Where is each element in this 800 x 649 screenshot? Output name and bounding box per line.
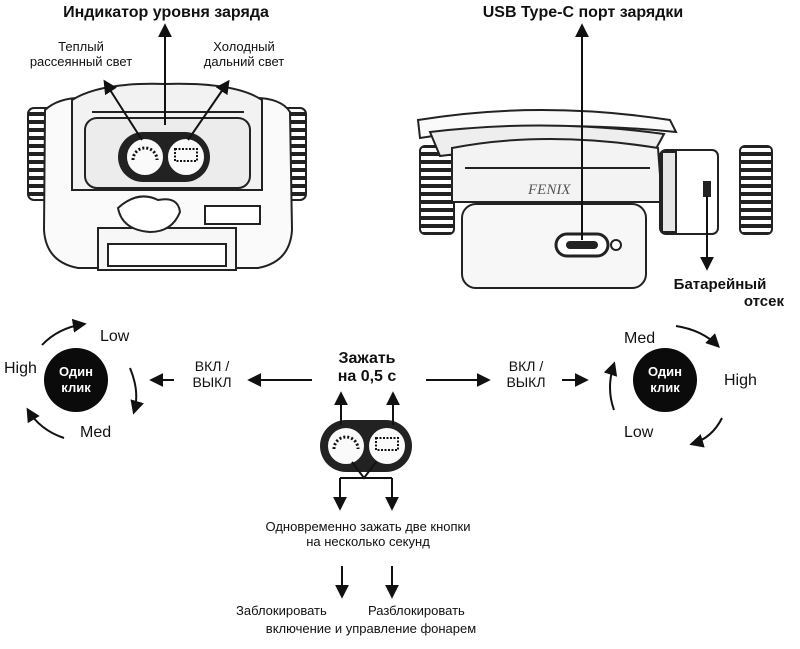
label-charge-indicator: Индикатор уровня заряда bbox=[63, 4, 269, 21]
label-cold-light-line2: дальний свет bbox=[203, 53, 285, 69]
button-pair-left bbox=[118, 132, 210, 182]
label-single-click-right: Один клик bbox=[637, 364, 693, 395]
label-warm-light-line2: рассеянный свет bbox=[29, 53, 133, 69]
label-battery-line1: Батарейный bbox=[673, 276, 767, 293]
label-med-left: Med bbox=[80, 424, 112, 441]
label-single-click-left-line2: клик bbox=[61, 379, 91, 395]
label-hold-line2: на 0,5 с bbox=[337, 368, 397, 386]
label-both-buttons-line1: Одновременно зажать две кнопки bbox=[265, 519, 471, 534]
label-cold-light-line1: Холодный bbox=[213, 39, 275, 54]
label-high-right: High bbox=[724, 372, 757, 389]
strap-wheel-side-right bbox=[739, 145, 773, 235]
label-single-click-left-line1: Один bbox=[59, 364, 93, 379]
label-med-right: Med bbox=[624, 330, 656, 347]
label-usb-port: USB Type-C порт зарядки bbox=[482, 4, 684, 21]
label-onoff-left-line1: ВКЛ / bbox=[194, 358, 230, 374]
brand-logo: FENIX bbox=[527, 182, 571, 198]
headlamp-side-view bbox=[416, 109, 773, 289]
single-click-circle-left bbox=[44, 348, 108, 412]
label-battery-line2: отсек bbox=[743, 293, 784, 311]
label-high-left: High bbox=[4, 360, 37, 377]
label-onoff-left-line2: ВЫКЛ bbox=[192, 374, 232, 391]
label-low-right: Low bbox=[624, 424, 654, 441]
label-both-buttons: Одновременно зажать две кнопки на нескол… bbox=[212, 519, 524, 550]
label-onoff-left: ВКЛ / ВЫКЛ bbox=[176, 358, 248, 390]
label-onoff-right-line1: ВКЛ / bbox=[508, 358, 544, 374]
strap-wheel-side-left bbox=[419, 145, 455, 235]
label-warm-light-line1: Теплый bbox=[58, 39, 104, 54]
label-lock: Заблокировать bbox=[236, 603, 327, 618]
label-single-click-right-line2: клик bbox=[650, 379, 680, 395]
label-low-left: Low bbox=[100, 328, 130, 345]
label-lock-description: включение и управление фонарем bbox=[265, 621, 477, 636]
button-pair-center bbox=[320, 420, 412, 472]
single-click-circle-right bbox=[633, 348, 697, 412]
label-hold: Зажать на 0,5 с bbox=[312, 350, 422, 387]
label-single-click-right-line1: Один bbox=[648, 364, 682, 379]
label-single-click-left: Один клик bbox=[48, 364, 104, 395]
label-onoff-right-line2: ВЫКЛ bbox=[506, 374, 546, 391]
label-battery: Батарейный отсек bbox=[650, 276, 790, 311]
label-unlock: Разблокировать bbox=[368, 603, 465, 618]
label-onoff-right: ВКЛ / ВЫКЛ bbox=[490, 358, 562, 390]
label-hold-line1: Зажать bbox=[338, 350, 396, 367]
label-cold-light: Холодный дальний свет bbox=[184, 39, 304, 70]
label-warm-light: Теплый рассеянный свет bbox=[6, 39, 156, 70]
label-both-buttons-line2: на несколько секунд bbox=[306, 533, 430, 549]
